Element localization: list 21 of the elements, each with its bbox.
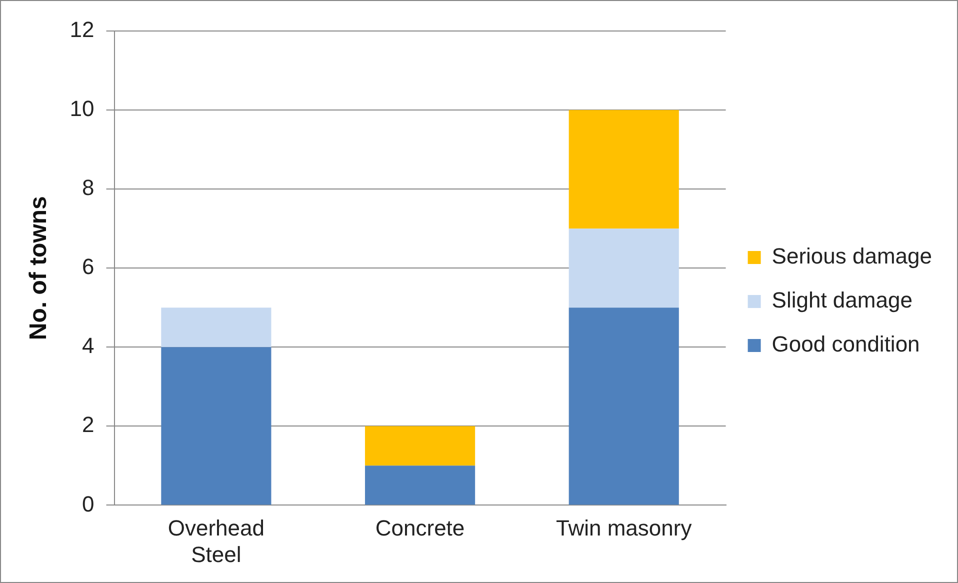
y-tick-label: 10: [70, 96, 94, 122]
y-tick-label: 6: [82, 254, 94, 280]
y-axis-title: No. of towns: [25, 196, 52, 340]
bar: [364, 466, 476, 505]
bar: [568, 110, 679, 229]
legend-label: Slight damage: [772, 288, 912, 313]
legend-label: Good condition: [772, 332, 920, 357]
y-tick-label: 2: [82, 412, 94, 438]
legend-label: Serious damage: [772, 244, 932, 269]
y-tick-label: 4: [82, 333, 94, 358]
bar: [568, 308, 679, 505]
bar: [161, 308, 272, 348]
x-tick-label: Twin masonry: [556, 515, 692, 540]
y-tick-label: 0: [82, 491, 94, 516]
bar: [161, 347, 272, 505]
bar: [364, 426, 476, 466]
y-tick-label: 8: [82, 175, 94, 200]
bar: [568, 228, 679, 308]
x-tick-label: Overhead Steel: [168, 515, 265, 567]
x-tick-label: Concrete: [375, 515, 465, 540]
y-tick-label: 12: [70, 17, 94, 42]
